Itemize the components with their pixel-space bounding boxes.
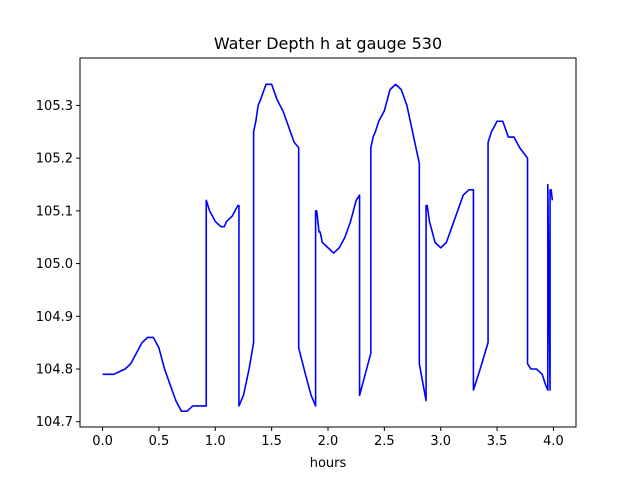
y-tick-label: 104.7 xyxy=(36,415,73,430)
x-tick-label: 0.5 xyxy=(149,434,170,449)
x-tick-label: 3.0 xyxy=(430,434,451,449)
y-tick-label: 104.9 xyxy=(36,310,73,325)
x-tick-label: 0.0 xyxy=(92,434,113,449)
x-tick-label: 1.5 xyxy=(261,434,282,449)
x-axis: 0.0 0.5 1.0 1.5 2.0 2.5 3.0 3.5 4.0 xyxy=(92,427,564,449)
x-axis-label: hours xyxy=(310,456,347,471)
y-axis: 104.7 104.8 104.9 105.0 105.1 105.2 105.3 xyxy=(36,99,80,430)
x-tick-label: 4.0 xyxy=(543,434,564,449)
y-tick-label: 104.8 xyxy=(36,363,73,378)
y-tick-label: 105.0 xyxy=(36,257,73,272)
y-tick-label: 105.1 xyxy=(36,204,73,219)
chart-title: Water Depth h at gauge 530 xyxy=(214,34,442,53)
y-tick-label: 105.3 xyxy=(36,99,73,114)
x-tick-label: 1.0 xyxy=(205,434,226,449)
series-line-0 xyxy=(102,83,554,412)
x-tick-label: 2.5 xyxy=(374,434,395,449)
x-tick-label: 2.0 xyxy=(318,434,339,449)
y-tick-label: 105.2 xyxy=(36,152,73,167)
x-tick-label: 3.5 xyxy=(487,434,508,449)
